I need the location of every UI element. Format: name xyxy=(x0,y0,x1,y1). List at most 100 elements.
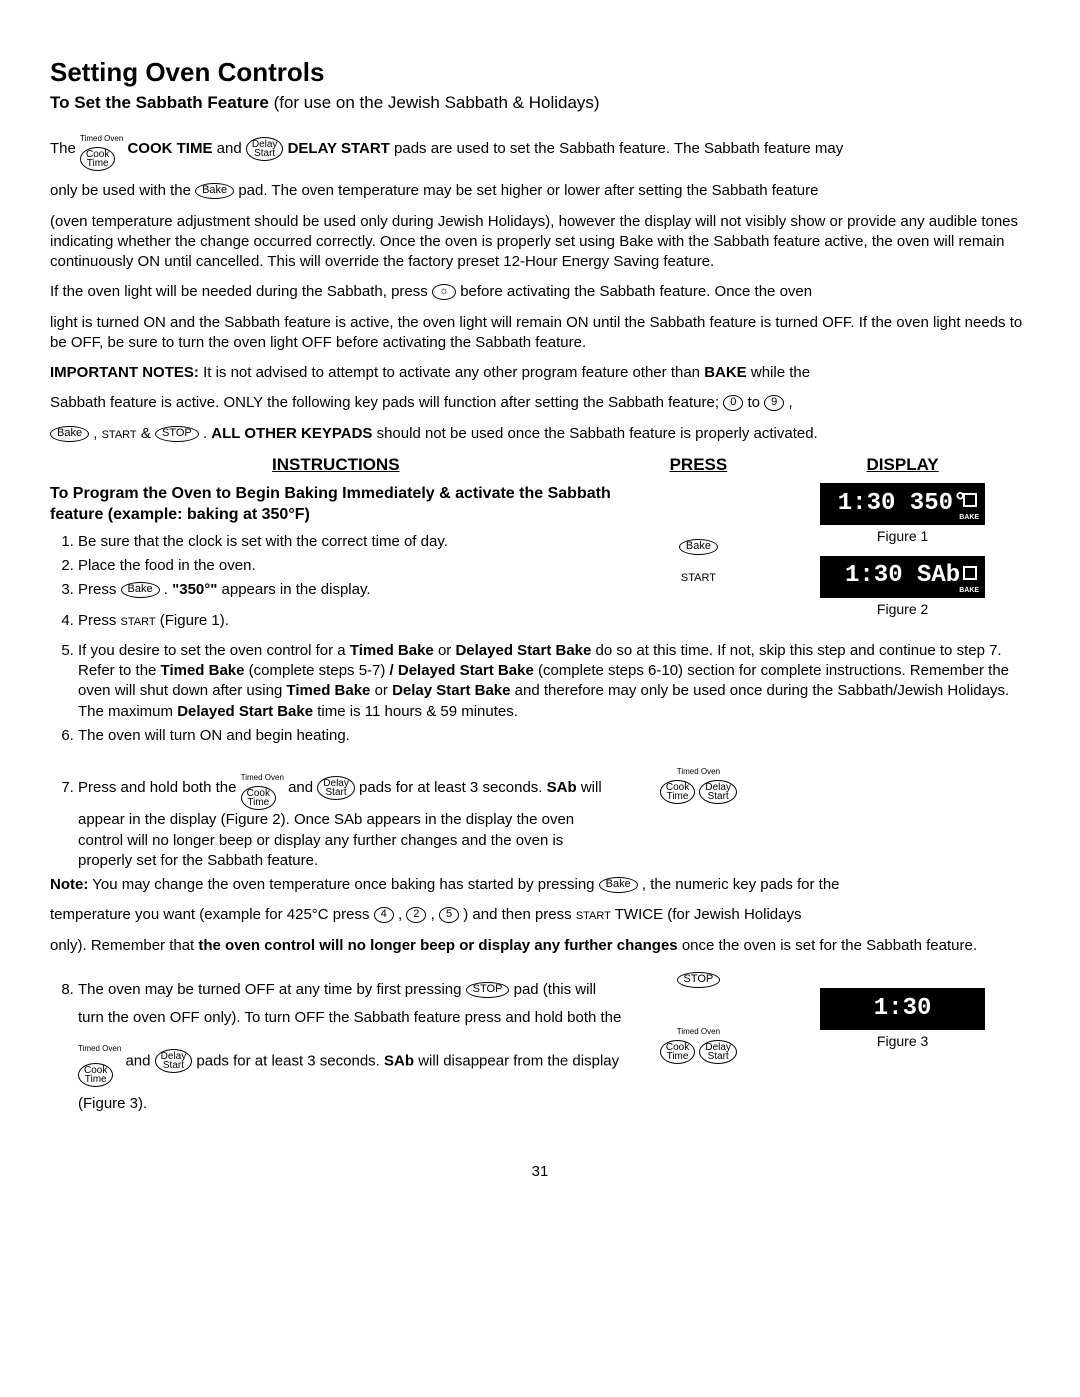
step-8-row: The oven may be turned OFF at any time b… xyxy=(50,970,1030,1123)
text: or xyxy=(438,642,456,659)
cook-time-pad-icon: Cook Time xyxy=(80,147,115,171)
delay-start-pad-icon: Delay Start xyxy=(317,776,355,800)
bake-pad-icon: Bake xyxy=(679,539,718,555)
text-bold: DELAY START xyxy=(288,140,390,157)
text-bold: Delayed Start Bake xyxy=(177,703,313,720)
text: TWICE (for Jewish Holidays xyxy=(615,906,802,923)
text: to xyxy=(747,394,764,411)
text: , the numeric key pads for the xyxy=(642,876,840,893)
timed-oven-label: Timed Oven xyxy=(677,769,720,775)
step-2: Place the food in the oven. xyxy=(78,556,622,576)
text: Press xyxy=(78,581,121,598)
text: The xyxy=(50,140,80,157)
pad-line: Time xyxy=(247,798,270,807)
bake-pad-icon: Bake xyxy=(195,183,234,199)
nine-pad-icon: 9 xyxy=(764,395,784,411)
paragraph-2: only be used with the Bake pad. The oven… xyxy=(50,181,1030,201)
text: once the oven is set for the Sabbath fea… xyxy=(682,937,977,954)
paragraph-4: If the oven light will be needed during … xyxy=(50,282,1030,302)
cook-time-pad-icon: Cook Time xyxy=(660,1040,695,1064)
text-bold: COOK TIME xyxy=(127,140,212,157)
text-bold: "350°" xyxy=(172,581,217,598)
note-label: Note: xyxy=(50,876,88,893)
paragraph-8: Bake , START & STOP . ALL OTHER KEYPADS … xyxy=(50,424,1030,444)
cook-time-pad-wrap: Timed Oven Cook Time xyxy=(80,127,123,171)
instruction-columns: INSTRUCTIONS To Program the Oven to Begi… xyxy=(50,454,1030,635)
text-bold: Timed Bake xyxy=(286,682,370,699)
step-6: The oven will turn ON and begin heating. xyxy=(78,726,1030,746)
display-text: 1:30 SAb xyxy=(845,560,960,592)
display-bake-tag: BAKE xyxy=(959,513,979,522)
timed-oven-label: Timed Oven xyxy=(78,1046,121,1052)
text: pads for at least 3 xyxy=(359,779,482,796)
paragraph-6: IMPORTANT NOTES: It is not advised to at… xyxy=(50,363,1030,383)
text: & xyxy=(141,425,155,442)
cook-time-pad-wrap: Timed Oven Cook Time xyxy=(241,766,284,810)
display-text: 1:30 xyxy=(874,993,932,1025)
text: pads are used to set the Sabbath feature… xyxy=(394,140,843,157)
step-7-press: Timed Oven Cook Time Delay Start xyxy=(640,760,758,804)
bake-pad-icon: Bake xyxy=(121,582,160,598)
press-column: PRESS Bake START xyxy=(640,454,758,635)
note-paragraph-1: Note: You may change the oven temperatur… xyxy=(50,875,1030,895)
text-bold: SAb xyxy=(384,1052,414,1069)
text: (Figure 1). xyxy=(160,612,229,629)
text: The oven may be turned OFF at any time b… xyxy=(78,981,466,998)
display-figure-3: 1:30 xyxy=(820,988,985,1030)
pad-line: Time xyxy=(84,1075,107,1084)
delay-start-pad-icon: Delay Start xyxy=(155,1049,193,1073)
text: appears in the display. xyxy=(222,581,371,598)
text: , xyxy=(431,906,439,923)
important-notes-label: IMPORTANT NOTES: xyxy=(50,364,199,381)
text: Press and hold both the xyxy=(78,779,241,796)
text: You may change the oven temperature once… xyxy=(92,876,598,893)
display-bake-tag: BAKE xyxy=(959,586,979,595)
subhead-bold: To Set the Sabbath Feature xyxy=(50,93,269,112)
instructions-heading: INSTRUCTIONS xyxy=(50,454,622,477)
text: Sabbath feature is active. ONLY the foll… xyxy=(50,394,723,411)
text: before activating the Sabbath feature. O… xyxy=(460,283,812,300)
stop-pad-icon: STOP xyxy=(466,982,510,998)
text: If the oven light will be needed during … xyxy=(50,283,432,300)
display-column: DISPLAY 1:30 350° BAKE Figure 1 1:30 SAb… xyxy=(775,454,1030,635)
cook-time-pad-icon: Cook Time xyxy=(660,780,695,804)
paragraph-7: Sabbath feature is active. ONLY the foll… xyxy=(50,393,1030,413)
text: only). Remember that xyxy=(50,937,198,954)
cook-time-pad-wrap: Timed Oven Cook Time xyxy=(78,1033,121,1090)
step-1: Be sure that the clock is set with the c… xyxy=(78,532,622,552)
text: , xyxy=(398,906,406,923)
note-paragraph-3: only). Remember that the oven control wi… xyxy=(50,936,1030,956)
step-8: The oven may be turned OFF at any time b… xyxy=(78,976,622,1119)
page-number: 31 xyxy=(50,1162,1030,1182)
step-4: Press START (Figure 1). xyxy=(78,611,622,631)
display-heading: DISPLAY xyxy=(775,454,1030,477)
steps-list: Be sure that the clock is set with the c… xyxy=(50,532,622,631)
text-bold: Delay Start Bake xyxy=(392,682,510,699)
bake-pad-icon: Bake xyxy=(599,877,638,893)
steps-list-continued: If you desire to set the oven control fo… xyxy=(50,641,1030,746)
text: and xyxy=(217,140,246,157)
cook-time-pad-icon: Cook Time xyxy=(241,786,276,810)
timed-oven-label: Timed Oven xyxy=(80,136,123,142)
subheading: To Set the Sabbath Feature (for use on t… xyxy=(50,92,1030,115)
steps-list-7: Press and hold both the Timed Oven Cook … xyxy=(50,766,622,871)
pad-line: Start xyxy=(705,1052,731,1061)
text-bold: ALL OTHER KEYPADS xyxy=(211,425,372,442)
figure-2-label: Figure 2 xyxy=(775,600,1030,619)
press-heading: PRESS xyxy=(640,454,758,477)
paragraph-5: light is turned ON and the Sabbath featu… xyxy=(50,313,1030,354)
bake-pad-icon: Bake xyxy=(50,426,89,442)
text: temperature you want (example for 425°C … xyxy=(50,906,374,923)
text: It is not advised to attempt to activate… xyxy=(203,364,704,381)
five-pad-icon: 5 xyxy=(439,907,459,923)
text-bold: Timed Bake xyxy=(350,642,434,659)
instructions-column: INSTRUCTIONS To Program the Oven to Begi… xyxy=(50,454,622,635)
paragraph-1: The Timed Oven Cook Time COOK TIME and D… xyxy=(50,127,1030,171)
page-title: Setting Oven Controls xyxy=(50,55,1030,90)
text: seconds. xyxy=(482,779,546,796)
paragraph-3: (oven temperature adjustment should be u… xyxy=(50,212,1030,273)
step-7: Press and hold both the Timed Oven Cook … xyxy=(78,766,622,871)
delay-start-pad-icon: Delay Start xyxy=(246,137,284,161)
timed-oven-label: Timed Oven xyxy=(677,1029,720,1035)
stop-pad-icon: STOP xyxy=(677,972,721,988)
